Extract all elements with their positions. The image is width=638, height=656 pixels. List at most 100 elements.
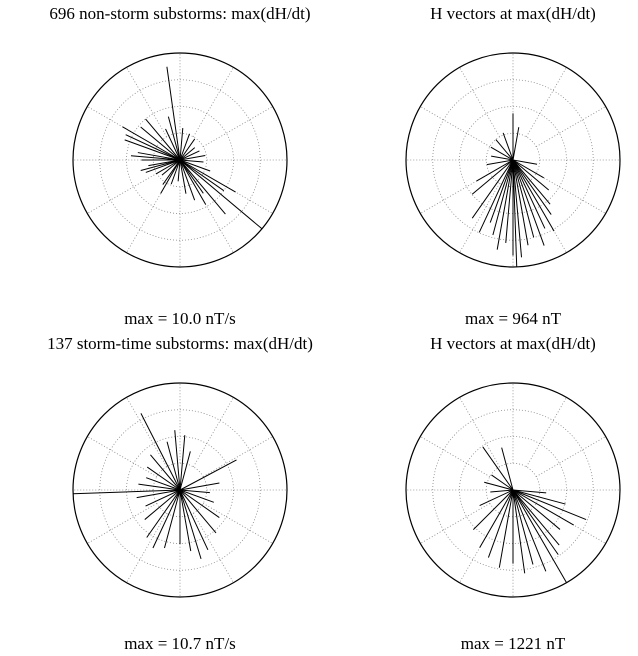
vector xyxy=(478,159,514,233)
vector xyxy=(479,489,514,507)
vector xyxy=(512,159,546,229)
grid-ring xyxy=(459,106,567,214)
grid-ring xyxy=(432,409,594,571)
vector xyxy=(179,159,236,193)
grid-spoke xyxy=(459,397,500,468)
vector xyxy=(512,159,552,215)
vector xyxy=(179,489,220,518)
grid-spoke xyxy=(87,503,158,544)
grid-spoke xyxy=(420,503,491,544)
grid-ring xyxy=(126,106,234,214)
vector xyxy=(505,159,514,243)
vector xyxy=(512,159,529,246)
vector xyxy=(125,134,181,161)
grid-spoke xyxy=(459,512,500,583)
vector xyxy=(145,159,181,173)
vector xyxy=(179,138,196,161)
grid-spoke xyxy=(420,173,491,214)
vector xyxy=(512,489,559,555)
vector xyxy=(471,159,514,219)
max-label: max = 10.7 nT/s xyxy=(124,634,236,653)
vector xyxy=(512,127,520,161)
grid-spoke xyxy=(526,67,567,138)
vector xyxy=(122,126,181,161)
vector xyxy=(476,159,514,182)
vector xyxy=(496,159,514,250)
vector xyxy=(179,159,207,205)
grid-spoke xyxy=(535,503,606,544)
vector xyxy=(179,159,187,194)
vector xyxy=(471,159,514,195)
vector xyxy=(179,159,204,163)
vector xyxy=(512,489,526,574)
vector xyxy=(179,133,190,161)
vector xyxy=(174,430,181,491)
grid-spoke xyxy=(87,436,158,477)
vector xyxy=(179,489,192,552)
grid-spoke xyxy=(420,106,491,147)
vector xyxy=(512,159,545,179)
grid-spoke xyxy=(535,436,606,477)
vector xyxy=(512,159,550,191)
vector xyxy=(479,489,514,548)
vector xyxy=(179,159,225,192)
grid-spoke xyxy=(526,397,567,468)
vector xyxy=(512,489,561,530)
grid-ring xyxy=(459,436,567,544)
vector xyxy=(165,128,181,161)
vector xyxy=(179,489,214,503)
max-label: max = 1221 nT xyxy=(461,634,566,653)
grid-spoke xyxy=(126,182,167,253)
grid-spoke xyxy=(202,106,273,147)
chart-title: H vectors at max(dH/dt) xyxy=(430,4,596,23)
grid-spoke xyxy=(202,503,273,544)
vector xyxy=(179,489,217,534)
outer-circle xyxy=(72,382,288,598)
vector xyxy=(161,159,181,176)
vector xyxy=(179,435,186,491)
vector xyxy=(179,459,237,491)
vector xyxy=(145,489,181,507)
grid-spoke xyxy=(193,512,234,583)
vector xyxy=(140,126,181,161)
vector xyxy=(152,489,181,549)
vector xyxy=(166,66,181,161)
vector xyxy=(487,489,514,558)
vector xyxy=(495,139,514,161)
vector xyxy=(512,159,551,205)
max-label: max = 10.0 nT/s xyxy=(124,309,236,328)
vector xyxy=(486,159,514,166)
chart-title: 696 non-storm substorms: max(dH/dt) xyxy=(49,4,310,23)
vector xyxy=(179,451,191,491)
vector xyxy=(160,159,181,194)
vector xyxy=(170,159,181,185)
vector xyxy=(512,489,547,494)
grid-spoke xyxy=(420,436,491,477)
grid-spoke xyxy=(526,182,567,253)
vector xyxy=(179,159,226,215)
chart-title: H vectors at max(dH/dt) xyxy=(430,334,596,353)
vector xyxy=(179,155,206,161)
grid-spoke xyxy=(126,397,167,468)
vector xyxy=(512,159,535,238)
vector xyxy=(472,489,514,531)
vector xyxy=(491,155,514,161)
grid-spoke xyxy=(202,173,273,214)
grid-spoke xyxy=(193,397,234,468)
vector xyxy=(489,159,514,223)
vector xyxy=(512,489,587,521)
vector xyxy=(512,159,545,246)
grid-ring xyxy=(99,409,261,571)
vector xyxy=(484,481,514,491)
vector xyxy=(512,159,555,232)
vector xyxy=(512,489,566,505)
vector xyxy=(512,489,567,583)
vector xyxy=(138,483,181,491)
vector xyxy=(150,454,181,491)
vector xyxy=(502,132,514,161)
vector xyxy=(140,413,181,491)
grid-spoke xyxy=(202,436,273,477)
vector xyxy=(482,446,514,491)
vector xyxy=(512,159,523,258)
